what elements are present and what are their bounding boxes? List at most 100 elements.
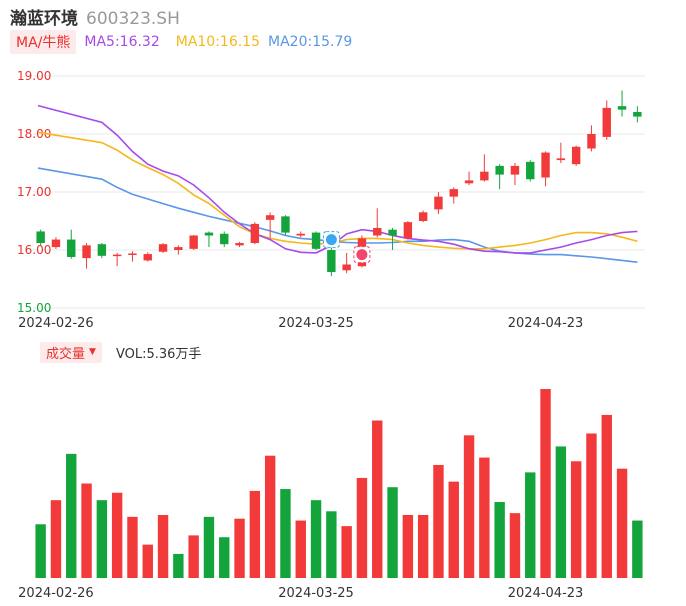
candle-body [403,222,413,239]
volume-bar [570,461,582,578]
ma20-label: MA20:15.79 [268,34,353,50]
candle-body [526,161,535,180]
x-tick-label: 2024-03-25 [278,316,354,331]
ma10-label: MA10:16.15 [175,34,261,50]
volume-bar [173,553,184,578]
candle-body [67,239,76,257]
volume-bar [66,453,77,578]
candle-body [36,231,45,244]
candle-body [388,229,397,236]
volume-bar [494,502,505,578]
price-y-axis: 19.00 18.00 17.00 16.00 15.00 [17,69,51,315]
price-x-axis: 2024-02-26 2024-03-25 2024-04-23 [18,316,583,331]
volume-bar [479,457,490,578]
ma20-line [37,167,638,263]
volume-bar [264,455,276,578]
candle-body [541,152,550,178]
x-tick-label: 2024-02-26 [18,586,94,601]
volume-bar [35,524,46,578]
volume-bar [188,535,199,578]
bull-marker-icon [322,231,340,249]
volume-bar [203,516,215,578]
candle-body [235,243,244,246]
candle-body [281,216,290,233]
candle-body [51,239,61,248]
candle-body [82,245,91,259]
volume-bar [525,472,536,578]
candle-body [112,254,122,257]
y-tick-label: 17.00 [17,185,51,199]
volume-bar [540,389,551,578]
x-tick-label: 2024-03-25 [278,586,354,601]
volume-bar [280,489,291,578]
x-tick-label: 2024-04-23 [508,316,584,331]
volume-bar [372,420,383,578]
candle-body [464,180,474,184]
candle-body [158,244,168,252]
volume-bar [356,477,368,578]
volume-bar [433,464,444,578]
volume-bar [326,511,337,578]
candle-body [311,232,321,249]
y-tick-label: 19.00 [17,69,51,83]
volume-bar [142,544,153,578]
volume-bar [601,414,612,578]
volume-bar [249,490,261,578]
candle-body [510,165,520,175]
volume-bar [586,433,597,578]
volume-bar [509,513,521,578]
volume-bar [616,468,628,578]
volume-bar [234,518,245,578]
candle-body [449,189,458,197]
ma5-label: MA5:16.32 [84,34,160,50]
candle-body [602,107,611,137]
y-tick-label: 16.00 [17,243,51,257]
candle-body [220,233,229,245]
volume-indicator-label: 成交量 [46,346,86,362]
volume-bar [448,481,459,578]
candle-body [587,134,596,149]
volume-bars [35,389,643,578]
volume-bar [111,492,123,578]
volume-bar [632,520,643,578]
ma5-line [37,104,638,254]
candle-body [143,254,152,261]
candle-body [633,111,642,117]
x-tick-label: 2024-02-26 [18,316,94,331]
candle-body [418,212,428,221]
bear-marker-icon [353,246,371,264]
candle-body [617,106,627,110]
volume-x-axis: 2024-02-26 2024-03-25 2024-04-23 [18,586,583,601]
candle-body [327,250,336,273]
volume-bar [341,526,352,578]
volume-value: VOL:5.36万手 [115,346,202,362]
volume-legend: 成交量 ▼ VOL:5.36万手 [40,341,202,363]
volume-bar [463,435,475,578]
volume-bar [127,516,138,578]
stock-code: 600323.SH [86,9,180,29]
ma-legend: MA/牛熊 MA5:16.32 MA10:16.15 MA20:15.79 [10,30,352,54]
y-tick-label: 18.00 [17,127,51,141]
candle-body [296,233,305,236]
volume-bar [417,515,429,578]
stock-name: 瀚蓝环境 [10,9,78,29]
volume-indicator-dropdown[interactable]: 成交量 ▼ [40,341,102,363]
volume-bar [555,446,567,578]
volume-bar [295,520,306,578]
candle-body [250,223,260,244]
candle-body [373,227,382,236]
candle-body [189,235,198,249]
candle-body [556,158,566,161]
candle-body [128,253,137,255]
candle-body [571,146,581,165]
candle-body [480,171,489,181]
volume-bar [387,487,398,578]
volume-bar [96,500,108,578]
volume-bar [402,515,414,578]
candle-body [342,264,351,271]
ma-type-button[interactable]: MA/牛熊 [10,30,77,54]
x-tick-label: 2024-04-23 [508,586,584,601]
candle-body [434,196,443,210]
candle-body [174,247,183,250]
